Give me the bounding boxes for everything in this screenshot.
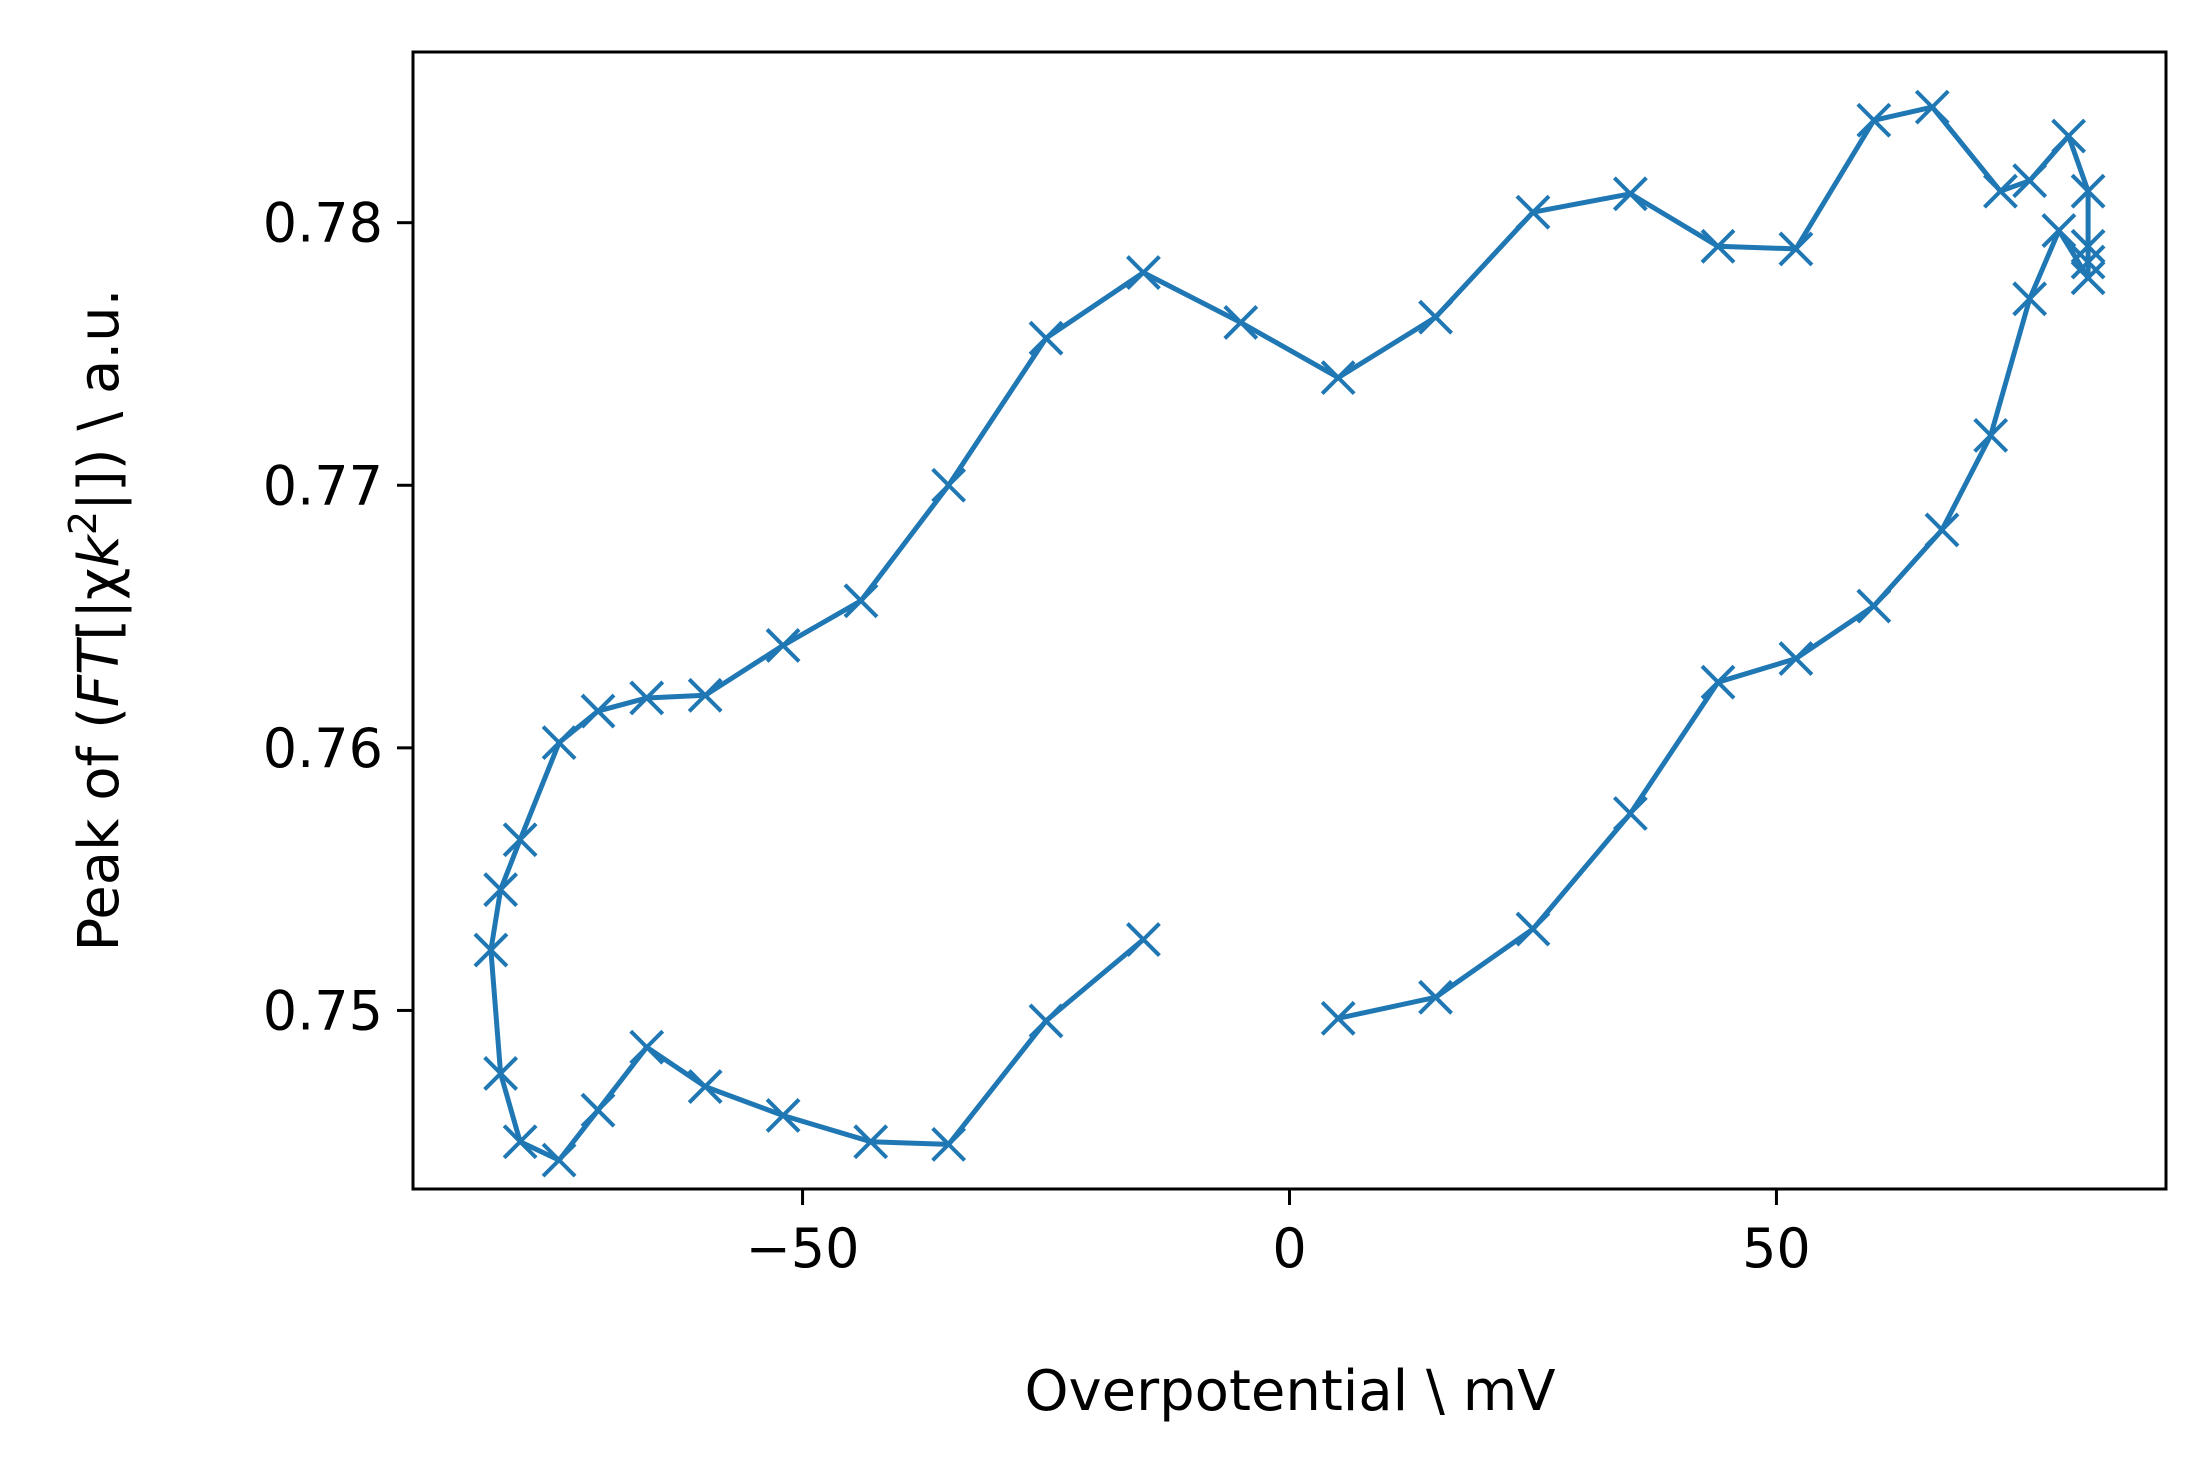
data-point-marker: [1612, 176, 1648, 212]
data-point-marker: [1515, 194, 1551, 230]
y-axis-label-superscript: 2: [61, 511, 105, 535]
data-point-marker: [1856, 102, 1892, 138]
data-point-marker: [1126, 922, 1161, 957]
data-point-marker: [931, 467, 967, 503]
data-point-marker: [580, 1092, 616, 1128]
data-point-marker: [2070, 228, 2106, 264]
y-tick-label: 0.77: [263, 454, 383, 517]
data-point-marker: [2070, 173, 2106, 209]
data-point-marker: [483, 872, 519, 908]
data-point-marker: [1914, 89, 1950, 125]
data-point-marker: [1973, 417, 2009, 453]
data-point-marker: [1700, 664, 1736, 700]
data-point-marker: [473, 932, 509, 968]
data-point-marker: [1778, 641, 1814, 676]
data-point-marker: [1924, 512, 1960, 548]
data-point-marker: [541, 1142, 577, 1178]
y-axis-label-part: [|χ: [67, 568, 132, 641]
data-point-marker: [1700, 228, 1736, 264]
y-axis-label-part: k: [67, 533, 132, 568]
series-line: [488, 104, 2091, 1163]
y-tick-label: 0.76: [263, 717, 383, 780]
y-axis-label: Peak of (FT[|χk2|]) \ a.u.: [61, 289, 132, 952]
data-point-marker: [629, 680, 665, 716]
data-point-marker: [1612, 796, 1648, 831]
data-point-marker: [502, 822, 538, 858]
data-point-marker: [687, 677, 723, 713]
y-axis: 0.75 0.76 0.77 0.78: [263, 192, 413, 1042]
data-point-marker: [580, 693, 616, 729]
data-point-marker: [2070, 244, 2106, 280]
data-point-marker: [765, 1098, 801, 1133]
x-axis-label: Overpotential \ mV: [1024, 1359, 1555, 1424]
data-point-marker: [541, 725, 577, 761]
data-point-marker: [1126, 255, 1161, 290]
data-point-marker: [1320, 1000, 1356, 1036]
y-axis-label-part: Peak of (: [67, 707, 132, 951]
data-point-marker: [931, 1126, 967, 1162]
data-point-marker: [2051, 118, 2087, 154]
data-point-marker: [1515, 911, 1551, 947]
data-point-marker: [687, 1069, 723, 1105]
x-tick-label: 50: [1742, 1217, 1811, 1280]
data-point-marker: [1223, 305, 1259, 340]
data-point-marker: [765, 628, 801, 663]
data-point-marker: [2012, 281, 2048, 317]
data-point-marker: [1856, 588, 1892, 624]
y-tick-label: 0.78: [263, 192, 383, 255]
data-point-marker: [1320, 360, 1356, 396]
x-tick-label: 0: [1272, 1217, 1306, 1280]
data-point-marker: [502, 1124, 538, 1160]
data-point-marker: [2070, 260, 2106, 296]
data-point-marker: [2012, 163, 2048, 199]
data-point-marker: [853, 1124, 889, 1160]
data-point-marker: [1778, 231, 1814, 267]
data-point-marker: [843, 583, 879, 619]
y-tick-label: 0.75: [263, 979, 383, 1042]
data-point-marker: [1983, 173, 2018, 209]
data-point-marker: [2041, 213, 2077, 248]
plot-area: [473, 89, 2106, 1178]
y-axis-label-part: |]) \ a.u.: [67, 289, 132, 511]
x-axis: −50 0 50: [746, 1189, 1811, 1280]
x-tick-label: −50: [746, 1217, 860, 1280]
data-point-marker: [1418, 979, 1453, 1015]
data-point-marker: [483, 1056, 519, 1091]
y-axis-label-part: FT: [67, 637, 132, 707]
data-point-marker: [1028, 320, 1064, 356]
data-point-marker: [1418, 299, 1453, 335]
data-point-marker: [1028, 1003, 1064, 1039]
data-point-marker: [629, 1029, 665, 1065]
